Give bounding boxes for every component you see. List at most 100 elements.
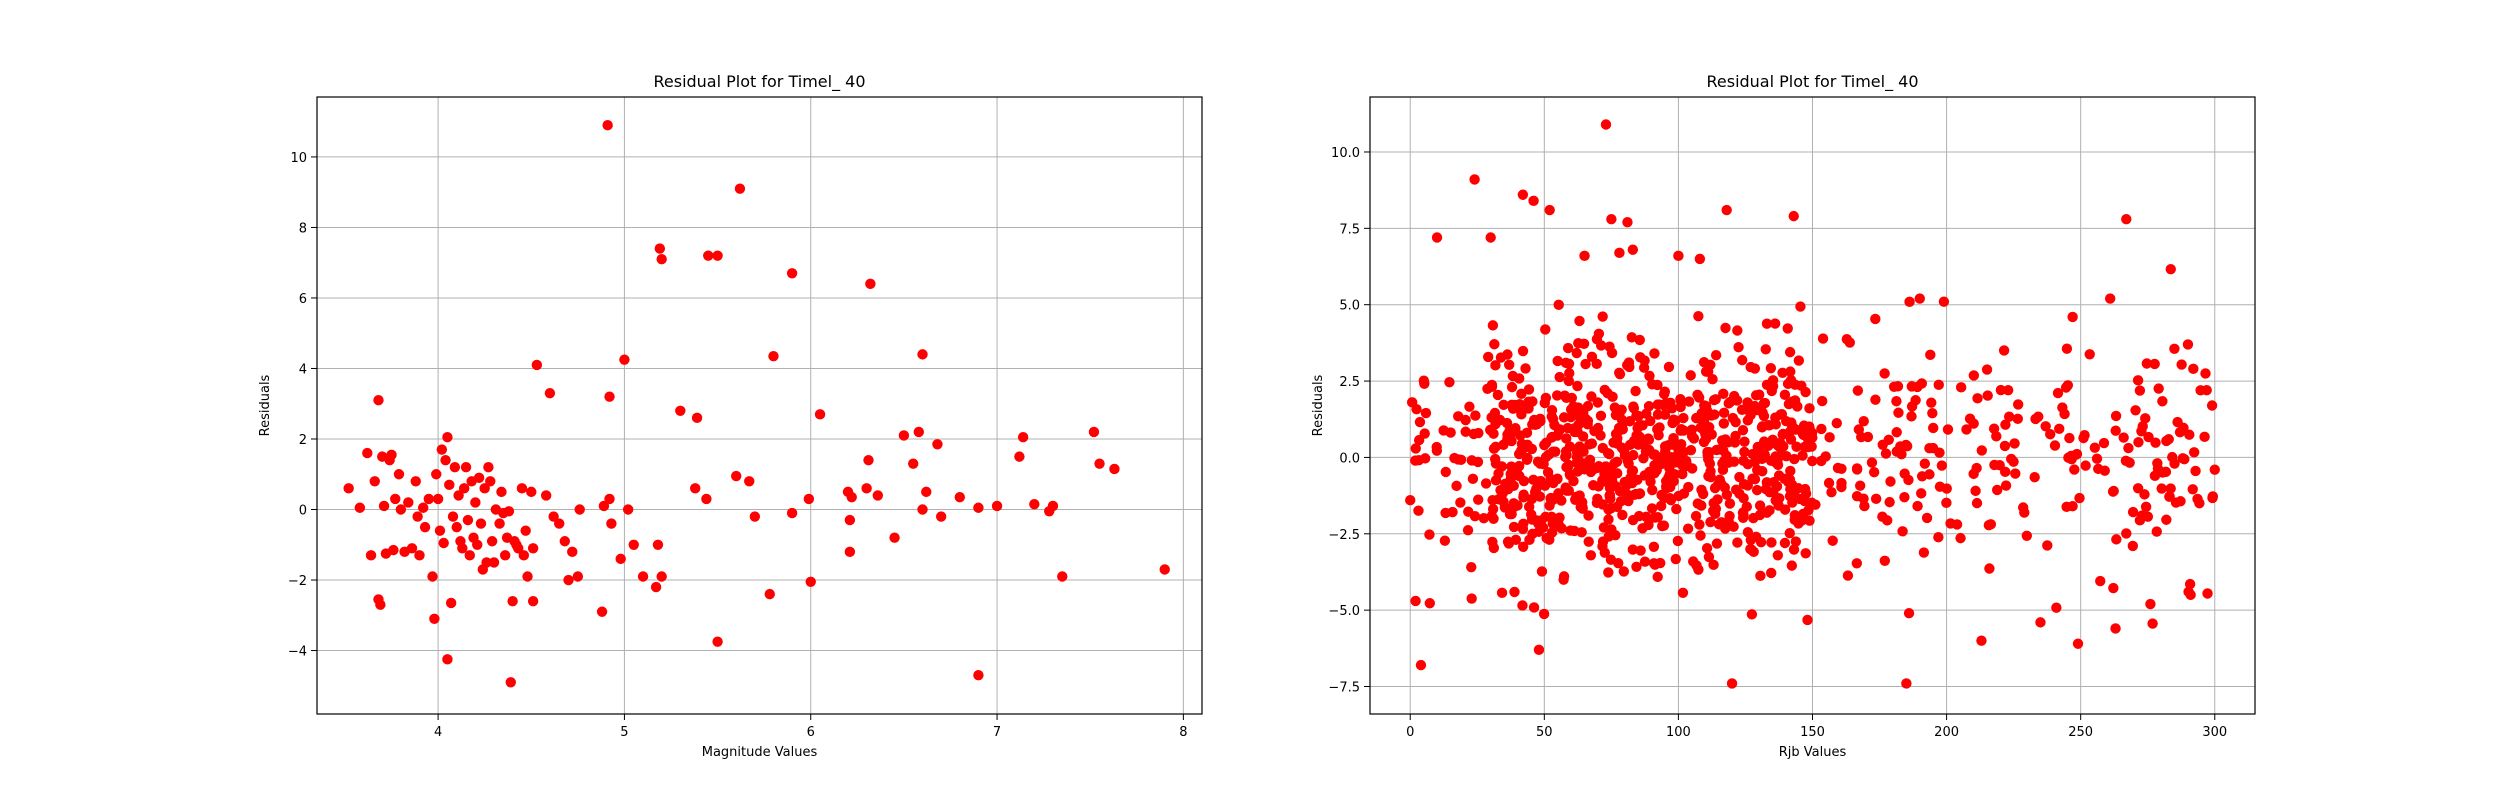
right-data-point (1462, 525, 1474, 536)
right-data-point (2177, 453, 2188, 464)
right-data-point (1906, 411, 1917, 422)
left-data-point (935, 511, 947, 522)
right-data-point (1772, 550, 1784, 561)
left-data-point (388, 544, 399, 556)
right-data-point (1553, 488, 1564, 499)
right-data-point (1737, 424, 1749, 436)
left-data-point (1088, 426, 1100, 438)
left-data-point (470, 497, 481, 508)
right-data-point (1453, 411, 1464, 422)
right-data-point (1627, 544, 1639, 555)
right-data-point (1717, 435, 1728, 446)
right-data-point (1685, 444, 1697, 456)
left-data-point (563, 574, 574, 586)
left-data-point (690, 483, 701, 494)
right-data-point (1924, 469, 1935, 480)
left-data-point (434, 525, 446, 536)
right-data-point (1554, 371, 1565, 383)
right-data-point (2120, 455, 2132, 466)
left-data-point (406, 543, 418, 554)
right-data-point (1761, 318, 1773, 329)
right-data-point (2149, 470, 2161, 482)
right-data-point (2089, 442, 2101, 453)
right-data-point (1614, 485, 1626, 497)
right-data-point (1706, 410, 1717, 421)
left-data-point (378, 500, 390, 512)
left-data-point (531, 359, 543, 371)
right-data-point (2030, 413, 2041, 425)
right-data-point (1466, 593, 1477, 604)
right-data-point (2057, 402, 2068, 413)
left-data-point (712, 636, 723, 647)
right-data-point (2000, 419, 2011, 430)
right-data-point (1593, 328, 1605, 340)
right-data-point (1577, 431, 1589, 442)
right-data-point (1554, 512, 1565, 523)
right-data-point (2156, 483, 2167, 494)
right-data-point (2123, 442, 2134, 454)
left-data-point (786, 268, 798, 279)
right-data-point (1657, 520, 1668, 532)
right-data-point (2127, 506, 2139, 518)
right-data-point (1520, 363, 1531, 374)
right-data-point (1800, 548, 1811, 559)
right-x-tick-label: 50 (1536, 725, 1553, 740)
right-data-point (1732, 537, 1743, 548)
right-data-point (1623, 357, 1635, 368)
right-data-point (1564, 368, 1575, 379)
right-data-point (1795, 301, 1806, 312)
right-data-point (1698, 356, 1710, 368)
right-data-point (2172, 416, 2183, 428)
right-data-point (2009, 438, 2020, 449)
right-data-point (1899, 491, 1910, 503)
left-data-point (451, 521, 462, 533)
right-data-point (1981, 364, 1993, 375)
right-data-point (2184, 578, 2196, 590)
right-data-point (1534, 491, 1546, 502)
left-x-tick-label: 7 (993, 725, 1001, 740)
right-data-point (1903, 608, 1915, 619)
right-data-point (1610, 529, 1621, 541)
right-data-point (1719, 455, 1730, 467)
right-data-point (1942, 424, 1954, 435)
right-data-point (1586, 391, 1597, 402)
left-data-point (438, 537, 449, 549)
left-data-point (1017, 432, 1029, 443)
right-data-point (2160, 466, 2172, 478)
right-data-point (1578, 407, 1589, 418)
left-y-tick-label: 2 (299, 433, 307, 448)
right-data-point (1482, 383, 1493, 394)
right-data-point (1528, 602, 1540, 613)
right-data-point (1851, 490, 1863, 502)
right-data-point (1675, 394, 1686, 405)
right-data-point (1844, 337, 1855, 348)
right-data-point (1619, 444, 1630, 455)
right-data-point (1659, 441, 1671, 452)
right-data-point (1466, 561, 1477, 573)
right-data-point (1749, 474, 1761, 485)
right-data-point (1804, 403, 1815, 414)
right-data-point (1804, 515, 1815, 526)
right-data-point (2095, 575, 2106, 587)
right-data-point (1885, 476, 1896, 487)
left-data-point (932, 439, 943, 450)
right-data-point (1414, 416, 1426, 428)
left-data-point (431, 469, 442, 480)
left-data-point (449, 462, 461, 473)
right-data-point (1748, 546, 1759, 558)
right-data-point (1994, 459, 2005, 471)
right-data-point (1634, 334, 1645, 346)
right-data-point (2202, 588, 2213, 599)
right-data-point (1773, 470, 1785, 481)
right-data-point (1714, 474, 1725, 485)
right-data-point (1800, 488, 1812, 499)
right-data-point (1413, 505, 1424, 516)
right-data-point (1724, 498, 1736, 509)
right-data-point (2008, 456, 2019, 467)
right-data-point (1528, 195, 1539, 207)
right-data-point (1782, 323, 1793, 334)
right-data-point (1603, 567, 1614, 578)
right-data-point (1682, 523, 1694, 534)
right-data-point (1586, 438, 1598, 449)
right-data-point (1670, 415, 1681, 426)
